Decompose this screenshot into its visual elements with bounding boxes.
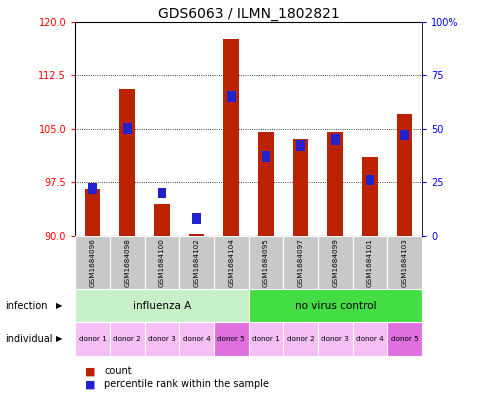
Bar — [122, 123, 131, 134]
Bar — [283, 236, 318, 289]
Text: donor 4: donor 4 — [182, 336, 210, 342]
Title: GDS6063 / ILMN_1802821: GDS6063 / ILMN_1802821 — [157, 7, 339, 20]
Bar — [75, 289, 248, 322]
Bar — [157, 187, 166, 198]
Text: donor 5: donor 5 — [390, 336, 418, 342]
Text: donor 1: donor 1 — [78, 336, 106, 342]
Bar — [75, 236, 109, 289]
Bar — [88, 183, 97, 194]
Bar — [192, 213, 200, 224]
Bar — [362, 157, 377, 236]
Bar — [365, 175, 374, 185]
Bar — [119, 90, 135, 236]
Text: ▶: ▶ — [56, 301, 62, 310]
Bar — [352, 322, 386, 356]
Bar — [296, 140, 304, 151]
Text: influenza A: influenza A — [133, 301, 191, 310]
Bar — [109, 322, 144, 356]
Bar — [179, 322, 213, 356]
Text: donor 1: donor 1 — [252, 336, 279, 342]
Text: count: count — [104, 366, 132, 376]
Bar — [223, 39, 239, 236]
Bar — [330, 134, 339, 145]
Bar — [213, 322, 248, 356]
Text: ■: ■ — [85, 366, 95, 376]
Text: infection: infection — [5, 301, 47, 310]
Bar — [318, 236, 352, 289]
Text: donor 2: donor 2 — [113, 336, 141, 342]
Bar — [144, 236, 179, 289]
Text: GSM1684100: GSM1684100 — [159, 238, 165, 287]
Bar — [144, 322, 179, 356]
Text: GSM1684104: GSM1684104 — [228, 238, 234, 287]
Bar — [399, 130, 408, 140]
Text: donor 4: donor 4 — [355, 336, 383, 342]
Bar — [292, 140, 308, 236]
Text: GSM1684101: GSM1684101 — [366, 238, 372, 287]
Bar — [227, 91, 235, 102]
Text: GSM1684095: GSM1684095 — [262, 238, 268, 287]
Bar — [109, 236, 144, 289]
Bar — [396, 114, 411, 236]
Bar — [75, 322, 109, 356]
Bar — [352, 236, 386, 289]
Bar — [188, 234, 204, 236]
Text: donor 3: donor 3 — [321, 336, 348, 342]
Bar — [248, 322, 283, 356]
Text: donor 3: donor 3 — [148, 336, 175, 342]
Bar — [248, 236, 283, 289]
Bar — [85, 189, 100, 236]
Text: donor 5: donor 5 — [217, 336, 244, 342]
Text: GSM1684099: GSM1684099 — [332, 238, 337, 287]
Bar — [213, 236, 248, 289]
Text: ▶: ▶ — [56, 334, 62, 343]
Bar — [154, 204, 169, 236]
Bar — [257, 132, 273, 236]
Text: GSM1684096: GSM1684096 — [90, 238, 95, 287]
Text: ■: ■ — [85, 379, 95, 389]
Text: no virus control: no virus control — [294, 301, 375, 310]
Bar — [386, 322, 421, 356]
Text: GSM1684102: GSM1684102 — [193, 238, 199, 287]
Text: percentile rank within the sample: percentile rank within the sample — [104, 379, 269, 389]
Bar — [261, 151, 270, 162]
Bar — [283, 322, 318, 356]
Bar — [327, 132, 342, 236]
Text: GSM1684103: GSM1684103 — [401, 238, 407, 287]
Bar — [179, 236, 213, 289]
Bar — [318, 322, 352, 356]
Bar — [248, 289, 421, 322]
Bar — [386, 236, 421, 289]
Text: GSM1684098: GSM1684098 — [124, 238, 130, 287]
Text: GSM1684097: GSM1684097 — [297, 238, 303, 287]
Text: donor 2: donor 2 — [286, 336, 314, 342]
Text: individual: individual — [5, 334, 52, 344]
